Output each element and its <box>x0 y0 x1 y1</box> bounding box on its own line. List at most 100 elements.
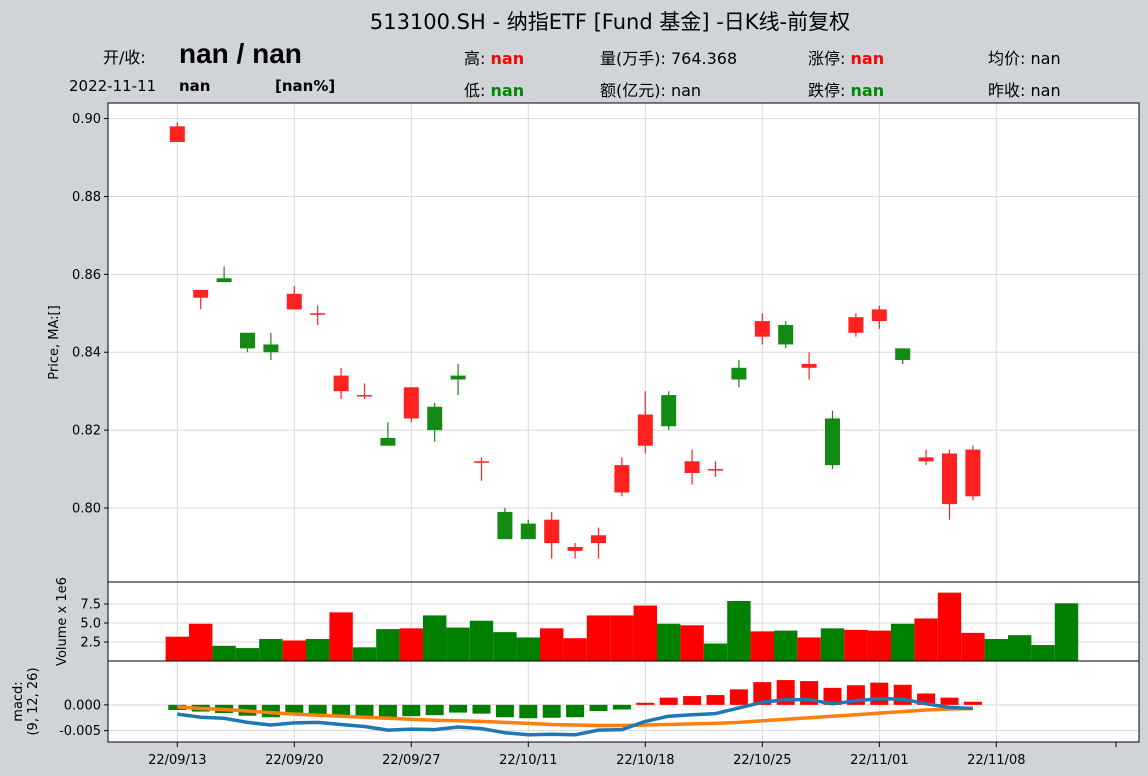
volume-bar <box>703 643 728 661</box>
macd-histogram-bar <box>449 704 468 713</box>
candle-body <box>965 449 981 497</box>
volume-bar <box>212 645 236 661</box>
price-tick-label: 0.80 <box>72 502 101 517</box>
volume-tick-label: 2.5 <box>80 636 101 651</box>
volume-bar <box>914 618 938 661</box>
volume-bar <box>961 632 985 661</box>
macd-params-label: (9, 12, 26) <box>26 667 41 735</box>
price-tick-label: 0.82 <box>72 424 101 439</box>
candle-body <box>801 363 817 368</box>
volume-tick-label: 5.0 <box>80 617 101 632</box>
volume-bar <box>797 637 821 661</box>
volume-bar <box>937 592 962 661</box>
volume-bar <box>750 631 774 661</box>
candle-body <box>333 375 349 392</box>
macd-histogram-bar <box>566 704 585 718</box>
volume-bar <box>633 605 657 661</box>
change-value: nan <box>179 77 211 95</box>
candle-body <box>661 395 677 427</box>
candle-body <box>380 437 396 446</box>
macd-tick-label: 0.000 <box>64 698 101 713</box>
low-value: nan <box>490 81 525 100</box>
macd-histogram-bar <box>940 697 959 705</box>
panel-background-0 <box>108 103 1139 582</box>
open-close-label: 开/收: <box>103 48 146 67</box>
avg-value: nan <box>1030 49 1061 68</box>
candle-body <box>193 289 209 298</box>
volume-bar <box>844 629 868 661</box>
volume-bar <box>516 637 540 661</box>
volume-bar <box>1031 645 1055 661</box>
date-label: 2022-11-11 <box>69 77 157 95</box>
panel-border-2 <box>107 660 1140 743</box>
candle-body <box>520 523 536 540</box>
prev-close-value: nan <box>1030 81 1061 100</box>
x-tick-label: 22/09/20 <box>265 753 323 768</box>
volume-bar <box>540 628 564 661</box>
macd-histogram-bar <box>285 704 304 716</box>
limit-up-value: nan <box>850 49 885 68</box>
macd-histogram-bar <box>495 704 514 718</box>
candle-body <box>357 395 372 397</box>
candle-body <box>286 293 302 310</box>
macd-histogram-bar <box>823 687 842 705</box>
volume-bar <box>189 623 213 661</box>
volume-bar <box>446 627 470 661</box>
volume-label: 量(万手): <box>600 49 666 68</box>
x-tick-label: 22/10/18 <box>616 753 674 768</box>
open-close-value: nan / nan <box>179 38 302 69</box>
candle-body <box>708 469 723 471</box>
candle-body <box>263 344 279 353</box>
volume-bar <box>352 647 377 661</box>
volume-bar <box>563 638 587 661</box>
volume-bar <box>165 636 189 661</box>
macd-axis-label: macd: <box>11 681 26 721</box>
macd-histogram-bar <box>472 704 491 714</box>
candle-body <box>216 278 232 283</box>
x-tick-label: 22/10/25 <box>733 753 791 768</box>
volume-bar <box>329 612 353 661</box>
volume-bar <box>610 615 634 661</box>
candle-body <box>450 375 466 380</box>
macd-histogram-bar <box>355 704 374 717</box>
price-tick-label: 0.88 <box>72 190 101 205</box>
price-axis-label: Price, MA:[] <box>47 305 62 379</box>
macd-histogram-bar <box>963 701 982 705</box>
amount-info: 额(亿元): nan <box>600 77 701 101</box>
candle-body <box>427 406 443 431</box>
limit-up-label: 涨停: <box>808 49 846 68</box>
x-tick-label: 22/09/13 <box>148 753 206 768</box>
macd-histogram-bar <box>378 704 397 718</box>
limit-down-info: 跌停: nan <box>808 77 884 101</box>
macd-dea-line <box>177 705 973 728</box>
candle-body <box>403 387 419 419</box>
chart-title: 513100.SH - 纳指ETF [Fund 基金] -日K线-前复权 <box>369 10 851 34</box>
volume-bar <box>469 620 494 661</box>
volume-bar <box>984 638 1008 661</box>
low-label: 低: nan <box>464 77 524 101</box>
macd-dif-line <box>177 696 973 737</box>
macd-histogram-bar <box>659 697 678 705</box>
high-label: 高: nan <box>464 45 524 69</box>
macd-histogram-bar <box>729 689 748 705</box>
volume-info: 量(万手): 764.368 <box>600 45 737 69</box>
volume-bar <box>376 629 400 661</box>
volume-bar <box>891 623 915 661</box>
avg-price-info: 均价: nan <box>988 45 1061 69</box>
macd-histogram-bar <box>870 682 889 705</box>
candle-body <box>567 546 583 551</box>
candle-body <box>637 414 653 446</box>
macd-histogram-bar <box>402 704 421 717</box>
prev-close-label: 昨收: <box>988 81 1026 100</box>
candle-body <box>474 461 489 463</box>
limit-down-value: nan <box>850 81 885 100</box>
macd-tick-label: -0.005 <box>59 724 101 739</box>
candle-body <box>169 126 185 142</box>
price-tick-label: 0.90 <box>72 112 101 127</box>
price-tick-label: 0.86 <box>72 268 101 283</box>
candle-body <box>497 511 513 540</box>
macd-histogram-bar <box>753 682 772 705</box>
candle-body <box>918 457 934 462</box>
amount-value: nan <box>670 81 702 100</box>
